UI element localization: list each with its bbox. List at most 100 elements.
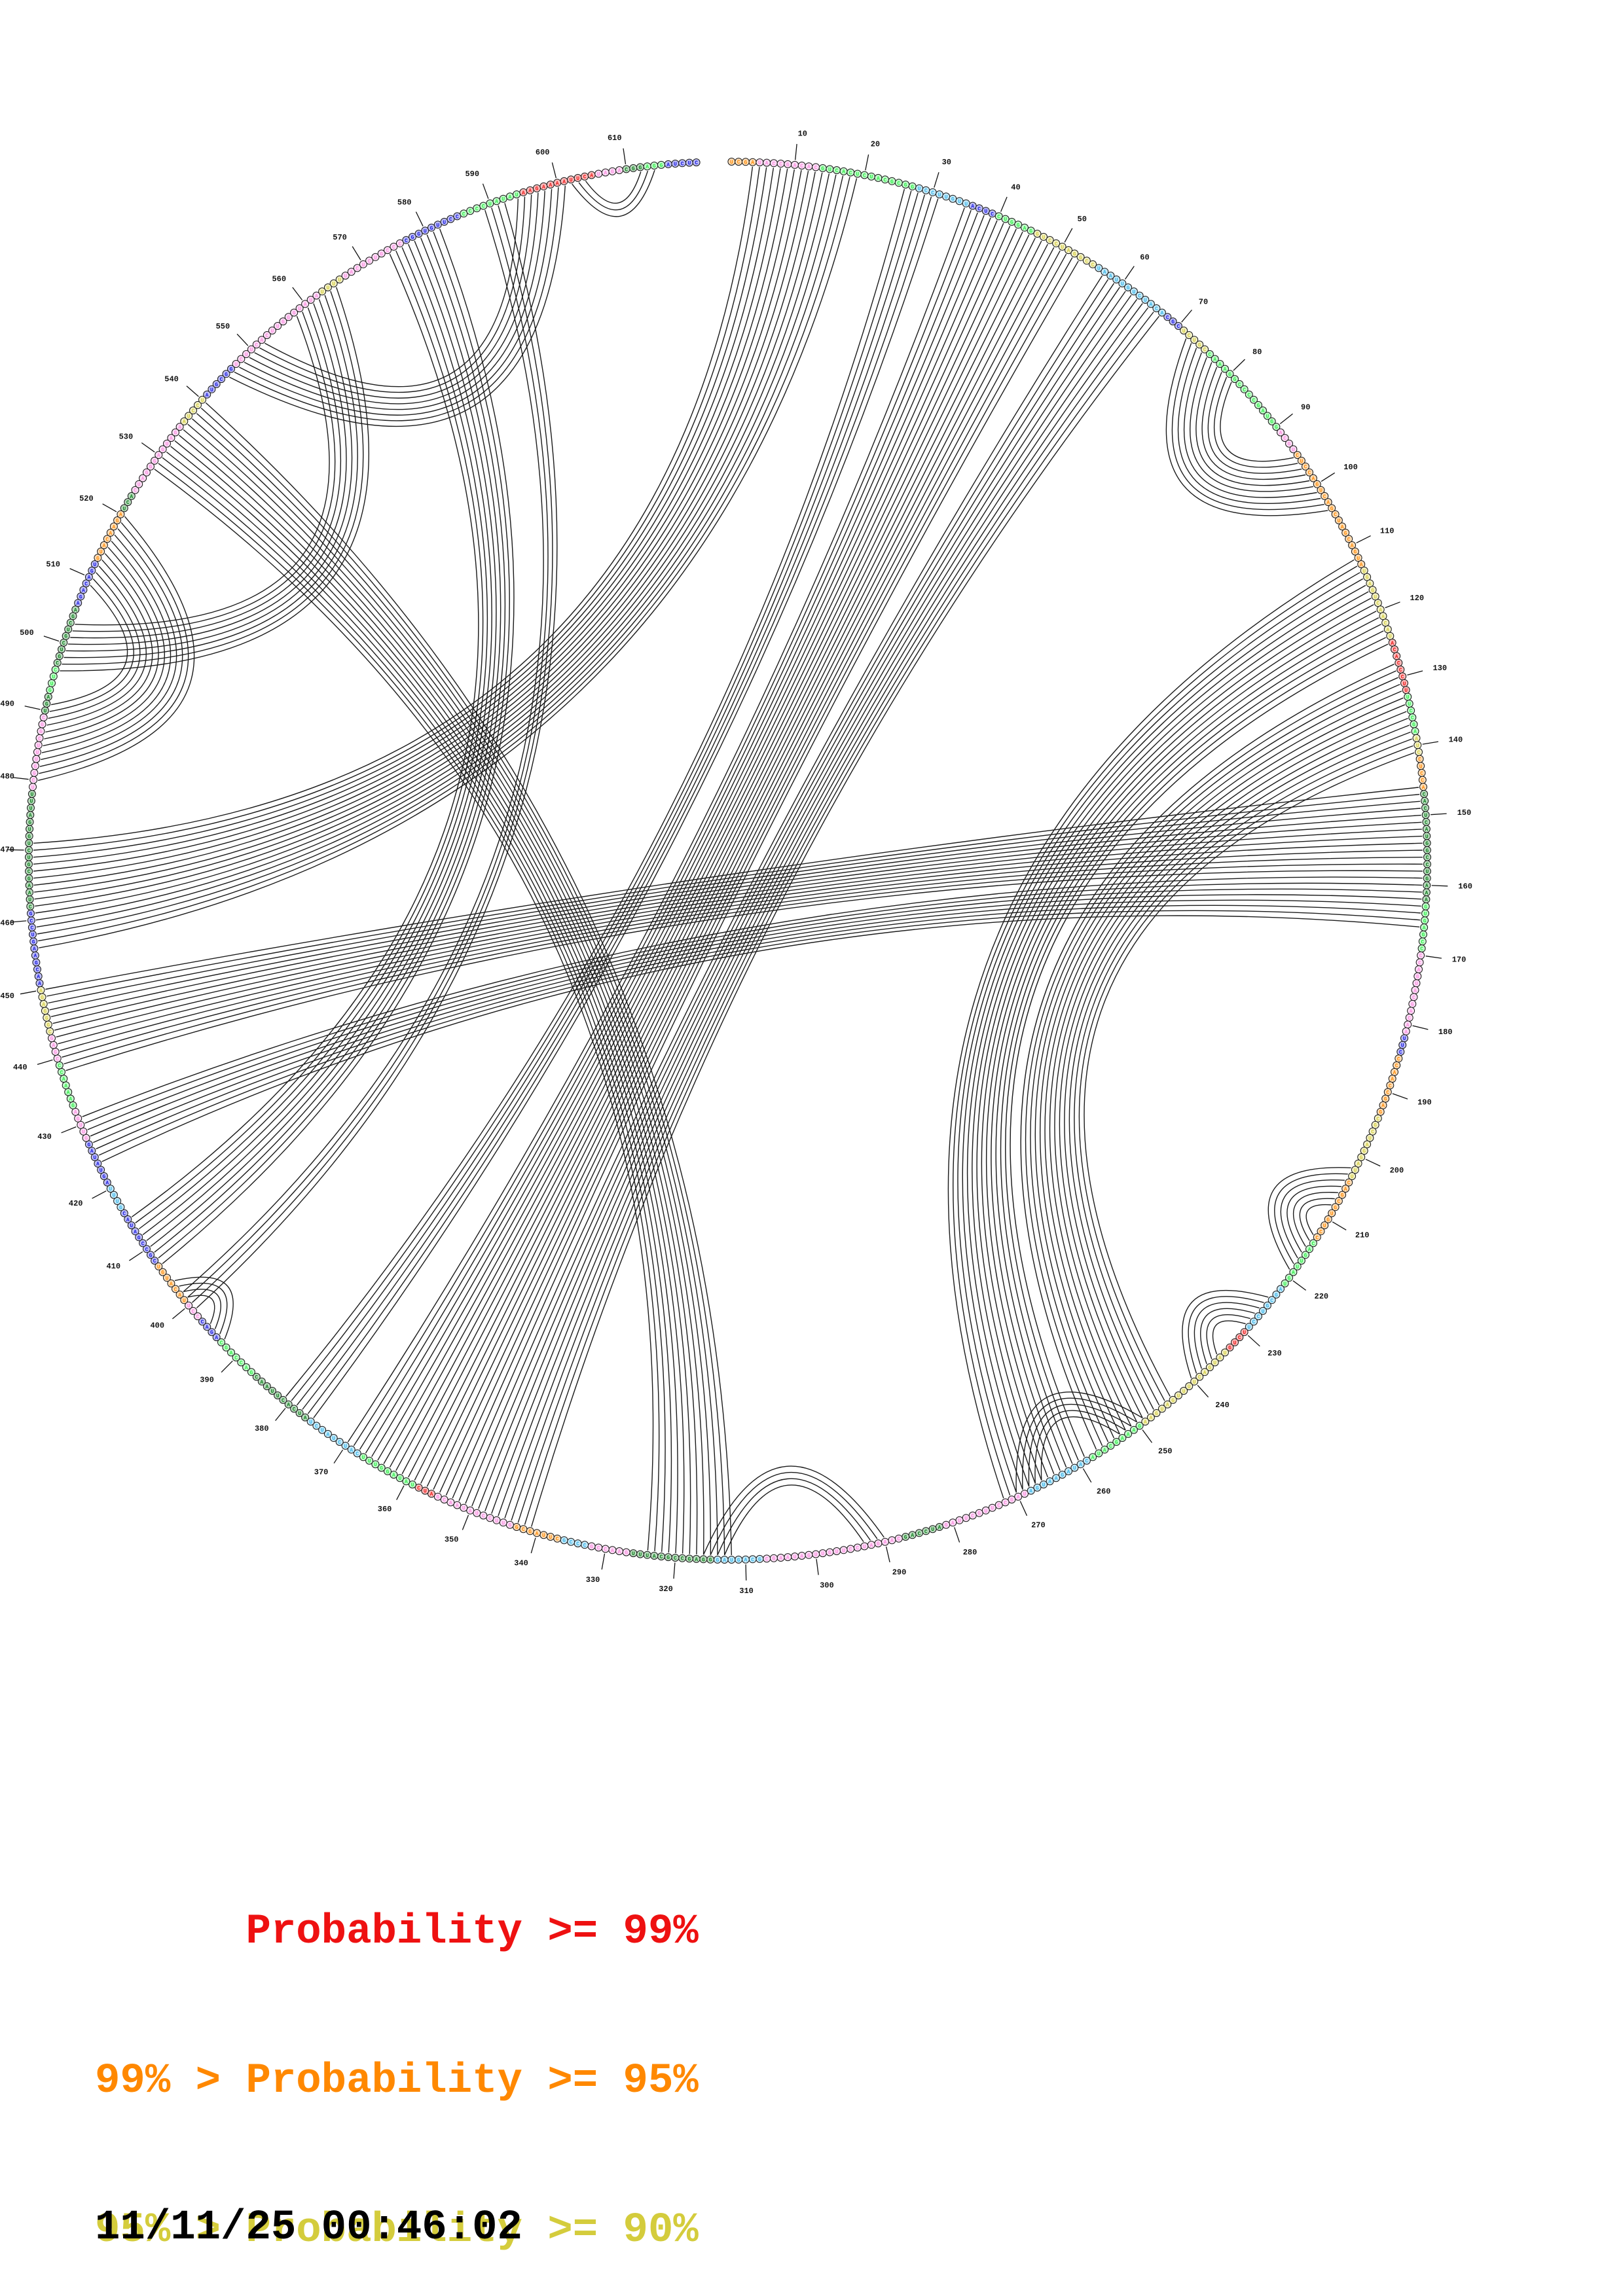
legend-item-95: 99% > Probability >= 95% [95,2058,699,2105]
nucleotide-dot: C [1240,385,1249,393]
nucleotide-letter: A [1381,614,1385,620]
nucleotide-circle [163,439,171,448]
nucleotide-circle [1040,232,1048,241]
nucleotide-letter: A [350,270,353,276]
nucleotide-letter: G [632,166,635,172]
pairing-arc [50,814,1421,1017]
pairing-arc [37,177,850,942]
nucleotide-dot: U [867,172,875,181]
nucleotide-dot: C [678,159,687,168]
nucleotide-dot: U [818,1549,827,1558]
nucleotide-letter: A [1149,1416,1152,1422]
nucleotide-dot: U [1413,741,1422,749]
pairing-arc [504,298,1138,1518]
nucleotide-dot: G [1195,340,1204,349]
nucleotide-letter: G [249,1370,253,1376]
nucleotide-circle [252,1372,261,1381]
nucleotide-letter: A [326,1432,329,1438]
nucleotide-dot: G [25,832,33,840]
nucleotide-dot: A [1259,406,1267,415]
pairing-arc [101,915,1420,1162]
nucleotide-circle [113,516,122,524]
nucleotide-letter: A [1344,1187,1347,1193]
nucleotide-dot: A [44,692,52,701]
nucleotide-letter: A [215,1335,218,1341]
nucleotide-circle [1309,474,1317,482]
nucleotide-dot: G [533,184,541,192]
nucleotide-dot: C [769,159,778,168]
nucleotide-circle [203,390,211,399]
nucleotide-dot: U [323,283,332,292]
pairing-arc [353,209,972,1446]
nucleotide-dot: C [486,1514,494,1522]
nucleotide-dot: C [922,1527,930,1535]
nucleotide-dot: C [833,166,841,174]
nucleotide-dot: A [175,1290,184,1299]
pairing-arc [33,167,760,851]
nucleotide-letter: U [31,785,35,791]
nucleotide-letter: U [50,681,54,687]
nucleotide-dot: A [1411,986,1419,994]
nucleotide-circle [1345,535,1353,543]
nucleotide-dot: A [1277,428,1285,437]
nucleotide-dot: A [127,492,136,500]
nucleotide-letter: C [1091,262,1095,268]
nucleotide-circle [359,1453,367,1462]
nucleotide-dot: C [1293,451,1302,459]
nucleotide-dot: C [384,246,392,255]
nucleotide-letter: C [1399,1050,1402,1056]
nucleotide-circle [329,279,338,287]
nucleotide-dot: U [295,1409,304,1417]
nucleotide-dot: C [53,1054,62,1063]
pairing-arc [96,905,1421,1149]
nucleotide-letter: A [430,1492,433,1498]
nucleotide-dot: A [447,1498,455,1507]
nucleotide-letter: U [1337,518,1340,524]
nucleotide-letter: G [877,1541,880,1547]
pairing-arc [981,604,1374,1478]
nucleotide-letter: G [1079,255,1082,261]
pairing-arc [58,842,1423,1045]
nucleotide-dot: U [329,1434,338,1442]
nucleotide-dot: C [1345,535,1353,543]
pairing-arc [377,220,998,1461]
nucleotide-letter: A [304,1416,307,1422]
nucleotide-circle [1324,1215,1332,1223]
nucleotide-dot: C [103,535,111,543]
nucleotide-circle [172,428,179,437]
nucleotide-letter: G [77,1117,80,1122]
nucleotide-circle [1118,1434,1127,1442]
nucleotide-letter: U [332,281,335,287]
nucleotide-dot: A [492,197,501,206]
nucleotide-letter: G [33,771,36,777]
nucleotide-letter: G [1362,1149,1366,1155]
nucleotide-circle [1201,1368,1209,1376]
nucleotide-letter: U [122,506,126,512]
nucleotide-letter: G [666,1555,670,1561]
nucleotide-dot: U [359,1453,367,1462]
nucleotide-dot: C [1374,599,1382,607]
nucleotide-dot: G [805,1551,813,1559]
nucleotide-dot: A [1052,1474,1061,1482]
nucleotide-circle [1267,417,1276,425]
nucleotide-dot: U [1400,1034,1408,1043]
nucleotide-letter: U [210,387,213,393]
nucleotide-dot: C [151,1257,159,1265]
nucleotide-letter: U [368,1459,371,1465]
pairing-arc [491,291,1126,1514]
nucleotide-dot: C [402,236,410,244]
nucleotide-dot: U [185,412,193,420]
nucleotide-letter: A [951,1520,955,1526]
pairing-arc [154,234,506,1253]
pairing-arc [183,429,698,1554]
nucleotide-dot: U [274,1391,282,1399]
pairing-arc [995,624,1381,1468]
nucleotide-circle [421,226,429,235]
nucleotide-circle [158,445,167,454]
nucleotide-circle [1289,1268,1298,1276]
tick-line [1233,359,1245,371]
nucleotide-letter: C [1393,647,1396,653]
nucleotide-dot: G [908,182,917,190]
nucleotide-dot: G [1408,999,1417,1008]
